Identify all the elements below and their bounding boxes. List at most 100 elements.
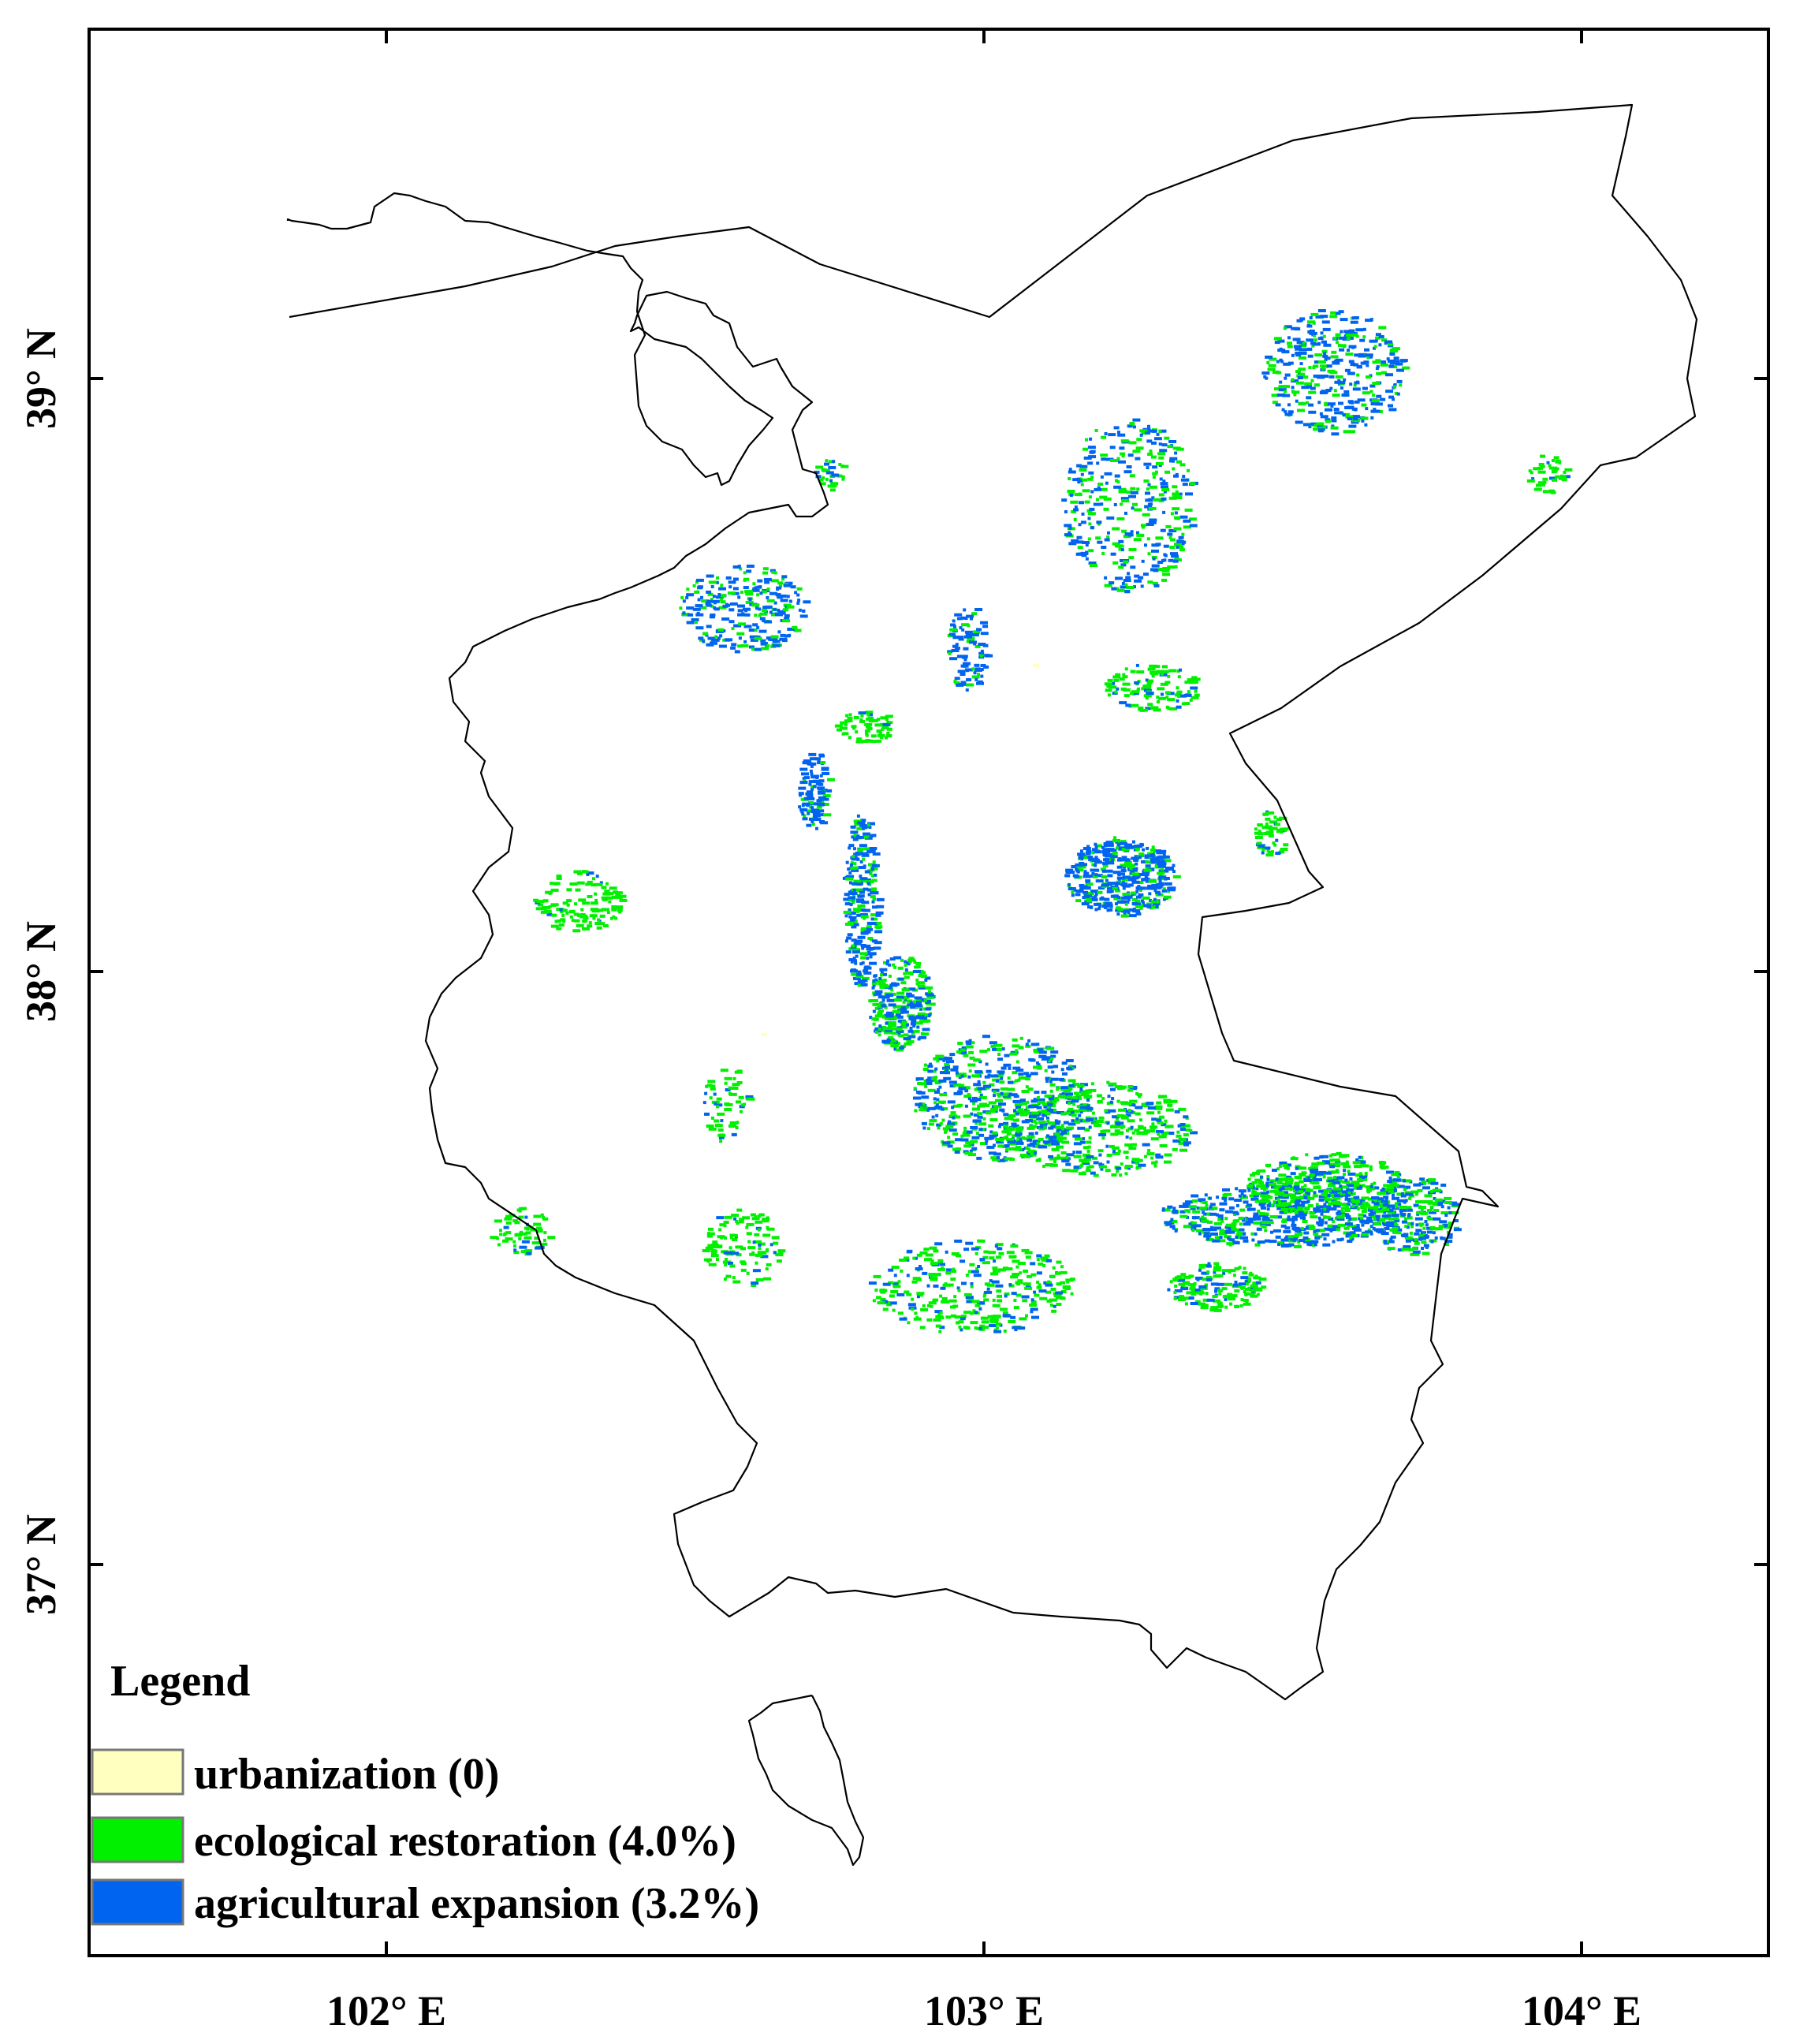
change-pixel (962, 1086, 971, 1090)
change-pixel (1317, 309, 1326, 312)
change-pixel (1135, 899, 1141, 903)
change-pixel (1313, 1229, 1317, 1233)
change-pixel (1147, 1106, 1156, 1110)
change-pixel (1163, 862, 1167, 866)
change-pixel (1146, 846, 1150, 850)
change-pixel (973, 1113, 979, 1117)
change-pixel (1034, 1091, 1040, 1095)
change-pixel (1027, 1087, 1034, 1091)
change-pixel (1077, 546, 1083, 550)
change-pixel (1359, 1177, 1368, 1181)
change-pixel (1253, 1212, 1259, 1216)
change-pixel (874, 921, 882, 925)
change-pixel (695, 578, 704, 582)
change-pixel (1000, 1087, 1008, 1091)
change-pixel (902, 1000, 906, 1004)
change-pixel (957, 1091, 963, 1095)
change-pixel (929, 1062, 933, 1066)
change-pixel (896, 991, 905, 995)
change-pixel (1088, 471, 1094, 475)
change-pixel (937, 1100, 946, 1104)
change-pixel (1185, 1200, 1193, 1204)
change-pixel (963, 647, 969, 651)
change-pixel (1430, 1240, 1434, 1244)
change-pixel (1151, 1117, 1157, 1121)
change-pixel (1266, 1207, 1270, 1211)
change-pixel (1200, 1306, 1209, 1310)
change-pixel (1395, 1205, 1399, 1209)
change-pixel (1413, 1183, 1422, 1187)
change-pixel (944, 1127, 948, 1131)
change-pixel (1301, 386, 1310, 390)
change-pixel (1125, 1135, 1129, 1139)
change-pixel (974, 663, 980, 667)
change-pixel (963, 662, 971, 666)
change-pixel (1321, 1193, 1325, 1196)
change-pixel (1124, 843, 1132, 847)
change-pixel (1145, 854, 1153, 858)
change-pixel (1392, 1178, 1401, 1182)
change-pixel (906, 1292, 912, 1296)
change-pixel (963, 658, 967, 662)
change-pixel (1100, 453, 1109, 457)
change-pixel (1088, 561, 1097, 565)
change-pixel (1399, 383, 1403, 387)
change-pixel (1287, 410, 1294, 414)
change-pixel (1116, 843, 1120, 847)
change-pixel (901, 988, 910, 992)
change-pixel (810, 808, 819, 812)
change-pixel (944, 1065, 950, 1069)
change-pixel (773, 608, 777, 611)
change-pixel (1109, 1144, 1115, 1148)
change-pixel (1351, 1217, 1358, 1221)
change-pixel (1027, 1147, 1031, 1151)
change-pixel (871, 847, 878, 850)
change-pixel (707, 592, 714, 596)
change-pixel (1042, 1264, 1046, 1267)
change-pixel (941, 1118, 945, 1122)
change-pixel (963, 1248, 970, 1251)
change-pixel (870, 874, 874, 878)
change-pixel (948, 1128, 957, 1132)
change-pixel (1110, 1132, 1119, 1136)
change-pixel (1174, 511, 1178, 515)
change-pixel (908, 960, 912, 964)
change-pixel (870, 917, 874, 921)
change-pixel (1116, 588, 1125, 592)
change-pixel (1394, 391, 1398, 395)
change-pixel (758, 614, 762, 617)
change-pixel (850, 867, 856, 871)
change-pixel (1055, 1120, 1061, 1124)
change-pixel (952, 636, 959, 640)
change-pixel (1190, 1285, 1196, 1289)
change-pixel (1187, 690, 1191, 694)
change-pixel (1136, 1093, 1142, 1097)
change-pixel (896, 1048, 904, 1052)
change-pixel (844, 902, 851, 906)
change-pixel (1028, 1125, 1037, 1128)
change-pixel (1328, 1182, 1335, 1185)
change-pixel (1202, 1210, 1205, 1214)
change-pixel (963, 1129, 967, 1133)
change-pixel (1295, 420, 1303, 424)
change-pixel (766, 595, 769, 599)
change-pixel (904, 1256, 910, 1260)
change-pixel (968, 1069, 972, 1073)
change-pixel (882, 1282, 891, 1286)
change-pixel (1336, 1238, 1343, 1242)
change-pixel (1329, 386, 1333, 390)
change-pixel (1408, 1196, 1412, 1200)
change-pixel (1006, 1138, 1015, 1142)
change-pixel (1080, 1091, 1086, 1095)
change-pixel (772, 643, 781, 647)
change-pixel (1138, 1163, 1146, 1167)
change-pixel (1155, 536, 1164, 540)
change-pixel (974, 1087, 980, 1091)
change-pixel (1259, 1212, 1265, 1216)
change-pixel (1056, 1154, 1060, 1158)
change-pixel (802, 761, 808, 765)
change-pixel (728, 1246, 732, 1250)
change-pixel (706, 1234, 713, 1238)
change-pixel (970, 1285, 974, 1289)
change-pixel (1291, 1235, 1299, 1239)
